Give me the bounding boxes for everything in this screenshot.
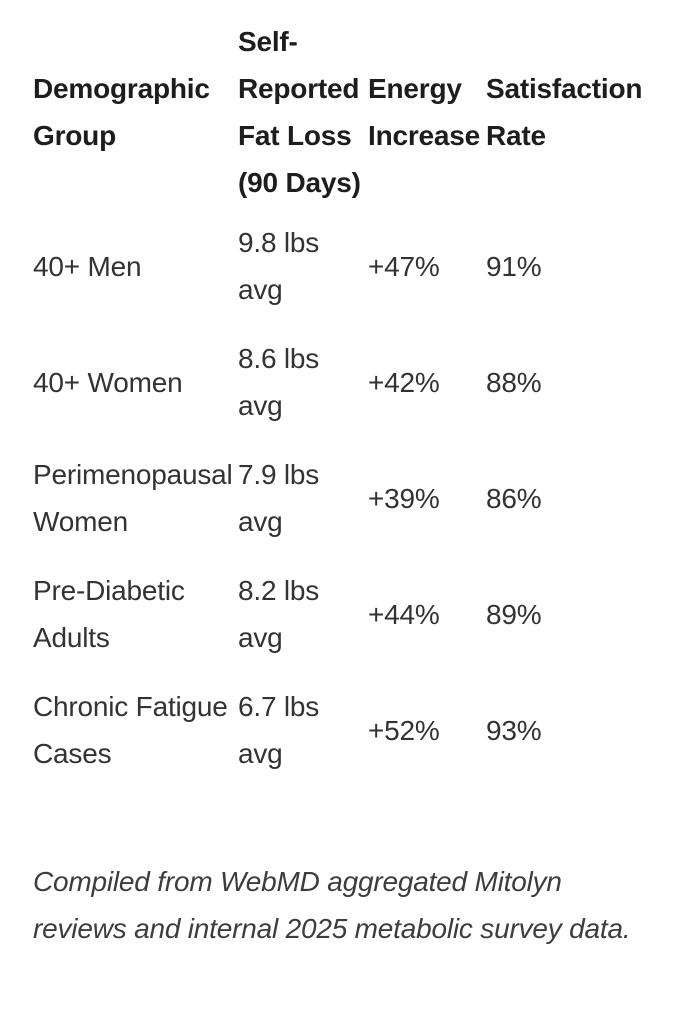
cell-satisfaction: 88%	[486, 366, 542, 398]
results-table: Demographic Group Self-Reported Fat Loss…	[33, 16, 651, 788]
cell-satisfaction: 91%	[486, 250, 542, 282]
cell-fat-loss: 7.9 lbs avg	[238, 459, 320, 537]
cell-energy: +52%	[368, 714, 440, 746]
cell-energy: +42%	[368, 366, 440, 398]
table-row: Chronic Fatigue Cases 6.7 lbs avg +52% 9…	[33, 672, 651, 788]
table-row: 40+ Men 9.8 lbs avg +47% 91%	[33, 208, 651, 324]
cell-fat-loss: 6.7 lbs avg	[238, 691, 320, 769]
cell-group: 40+ Men	[33, 250, 142, 282]
cell-group: Pre-Diabetic Adults	[33, 575, 185, 653]
cell-fat-loss: 8.6 lbs avg	[238, 343, 320, 421]
cell-group: Chronic Fatigue Cases	[33, 691, 228, 769]
column-header-energy-increase: Energy Increase	[368, 73, 481, 151]
column-header-demographic-group: Demographic Group	[33, 73, 210, 151]
column-header-fat-loss: Self-Reported Fat Loss (90 Days)	[238, 26, 361, 198]
cell-group: 40+ Women	[33, 366, 183, 398]
table-row: Pre-Diabetic Adults 8.2 lbs avg +44% 89%	[33, 556, 651, 672]
cell-group: Perimenopausal Women	[33, 459, 233, 537]
column-header-satisfaction-rate: Satisfaction Rate	[486, 73, 643, 151]
cell-fat-loss: 8.2 lbs avg	[238, 575, 320, 653]
cell-satisfaction: 86%	[486, 482, 542, 514]
cell-satisfaction: 89%	[486, 598, 542, 630]
data-source-note: Compiled from WebMD aggregated Mitolyn r…	[33, 866, 631, 944]
cell-fat-loss: 9.8 lbs avg	[238, 227, 320, 305]
table-row: 40+ Women 8.6 lbs avg +42% 88%	[33, 324, 651, 440]
cell-energy: +47%	[368, 250, 440, 282]
cell-satisfaction: 93%	[486, 714, 542, 746]
cell-energy: +44%	[368, 598, 440, 630]
table-row: Perimenopausal Women 7.9 lbs avg +39% 86…	[33, 440, 651, 556]
table-header-row: Demographic Group Self-Reported Fat Loss…	[33, 16, 651, 208]
cell-energy: +39%	[368, 482, 440, 514]
